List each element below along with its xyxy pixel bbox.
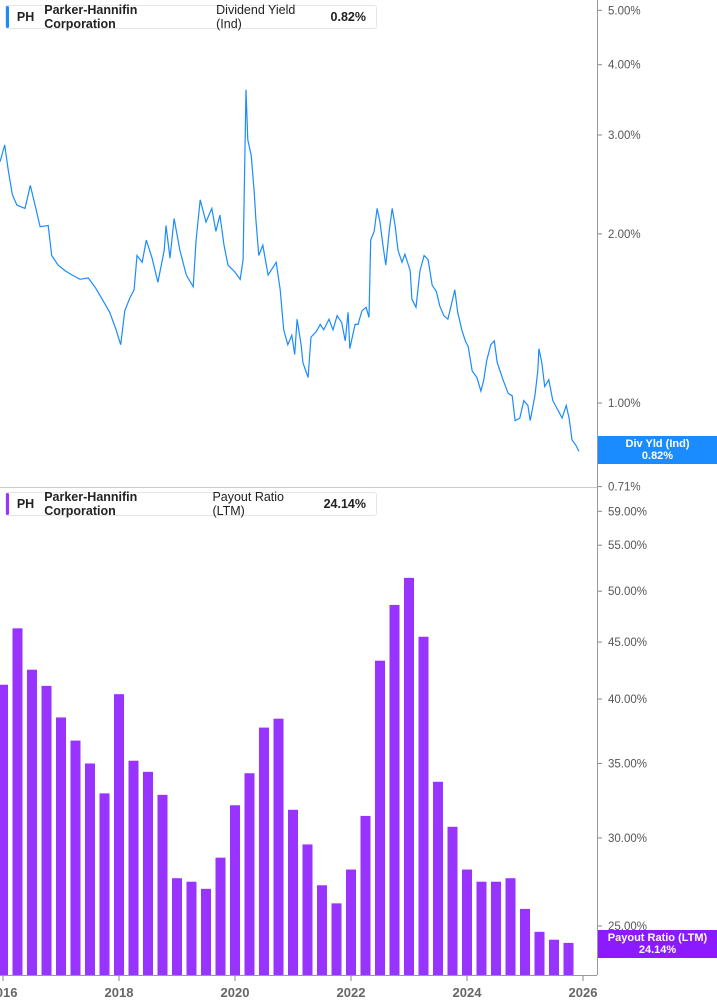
x-tick-label: 2024: [453, 985, 483, 1000]
payout-bar-Q2-2019: [186, 881, 197, 975]
company-name: Parker-Hannifin Corporation: [44, 490, 138, 518]
y-tick-label: 50.00%: [608, 586, 647, 598]
payout-bar-Q2-2016: [12, 628, 23, 975]
payout-bar-Q2-2023: [418, 636, 429, 975]
payout-bar-Q3-2016: [27, 669, 37, 975]
end-label-value: 24.14%: [638, 944, 677, 956]
payout-bar-Q3-2020: [259, 727, 269, 975]
payout-bar-Q4-2018: [157, 794, 168, 975]
payout-bar-Q4-2021: [331, 903, 342, 975]
payout-bar-Q1-2022: [346, 869, 356, 975]
bottom-legend: PH Parker-Hannifin Corporation Payout Ra…: [5, 490, 377, 518]
payout-bar-Q4-2016: [41, 685, 52, 975]
payout-bar-Q2-2024: [476, 881, 487, 975]
series-color-swatch: [6, 6, 9, 28]
payout-bar-Q4-2024: [505, 878, 516, 975]
payout-bar-Q4-2023: [447, 826, 458, 975]
x-tick-label: 2020: [221, 985, 250, 1000]
y-tick-label: 3.00%: [608, 130, 641, 142]
payout-bar-Q2-2018: [128, 760, 139, 975]
y-tick-label: 59.00%: [608, 506, 647, 518]
y-tick-label: 5.00%: [608, 5, 641, 17]
metric-value: 24.14%: [323, 497, 366, 511]
series-color-swatch: [6, 493, 9, 515]
dividend-yield-line: [0, 89, 580, 452]
payout-bar-Q3-2023: [433, 781, 443, 975]
x-tick-label: 2022: [337, 985, 366, 1000]
payout-ratio-end-label: Payout Ratio (LTM) 24.14%: [598, 930, 717, 958]
y-tick-label: 4.00%: [608, 60, 641, 72]
y-tick-label: 40.00%: [608, 694, 647, 706]
payout-bar-Q2-2020: [244, 773, 255, 975]
x-tick-label: 2026: [569, 985, 598, 1000]
payout-bar-Q2-2017: [70, 740, 81, 975]
payout-bar-Q1-2025: [520, 908, 530, 975]
payout-bar-Q3-2017: [85, 763, 95, 975]
payout-bar-Q1-2024: [462, 869, 472, 975]
x-tick-label: 2018: [105, 985, 134, 1000]
end-label-name: Div Yld (Ind): [625, 438, 690, 450]
y-tick-label: 1.00%: [608, 398, 641, 410]
bottom-y-axis: 59.00% 55.00% 50.00% 45.00% 40.00% 35.00% 30.0…: [597, 506, 647, 933]
payout-bar-Q3-2021: [317, 885, 327, 975]
top-legend: PH Parker-Hannifin Corporation Dividend …: [5, 3, 377, 31]
y-tick-label: 0.71%: [608, 482, 641, 494]
payout-bar-Q1-2023: [404, 577, 414, 975]
payout-bar-Q4-2017: [99, 793, 110, 975]
payout-bar-Q4-2025: [563, 942, 574, 975]
payout-bar-Q1-2017: [56, 717, 66, 975]
y-tick-label: 35.00%: [608, 758, 647, 770]
payout-bar-Q3-2018: [143, 771, 153, 975]
payout-bar-Q1-2018: [114, 694, 124, 975]
end-label-name: Payout Ratio (LTM): [607, 932, 708, 944]
top-y-axis: 5.00% 4.00% 3.00% 2.00% 1.00% 0.71%: [597, 5, 641, 494]
payout-bar-Q4-2020: [273, 718, 284, 975]
ticker: PH: [16, 497, 35, 511]
company-name: Parker-Hannifin Corporation: [44, 3, 138, 31]
payout-bar-Q3-2022: [375, 660, 385, 975]
payout-bar-Q3-2024: [491, 881, 501, 975]
payout-bar-Q3-2025: [549, 939, 559, 975]
ticker: PH: [16, 10, 35, 24]
dividend-yield-end-label: Div Yld (Ind) 0.82%: [598, 436, 717, 464]
payout-bar-Q1-2020: [230, 805, 240, 975]
end-label-value: 0.82%: [641, 450, 674, 462]
x-axis: 2016 2018 2020 2022 2024 2026: [0, 975, 597, 1000]
payout-bar-Q3-2019: [201, 888, 211, 975]
payout-bar-Q2-2025: [534, 931, 545, 975]
y-tick-label: 2.00%: [608, 229, 641, 241]
y-tick-label: 55.00%: [608, 540, 647, 552]
x-tick-label: 2016: [0, 985, 17, 1000]
metric-value: 0.82%: [330, 10, 366, 24]
payout-bar-Q2-2022: [360, 815, 371, 975]
payout-bar-Q2-2021: [302, 844, 313, 975]
payout-bar-Q1-2021: [288, 809, 298, 975]
metric-name: Payout Ratio (LTM): [212, 490, 285, 518]
payout-bar-Q4-2019: [215, 857, 226, 975]
payout-ratio-bars: [0, 577, 574, 975]
y-tick-label: 30.00%: [608, 833, 647, 845]
y-tick-label: 45.00%: [608, 637, 647, 649]
payout-bar-Q1-2019: [172, 878, 182, 975]
payout-bar-Q1-2016: [0, 684, 8, 975]
payout-bar-Q4-2022: [389, 604, 400, 975]
metric-name: Dividend Yield (Ind): [216, 3, 296, 31]
